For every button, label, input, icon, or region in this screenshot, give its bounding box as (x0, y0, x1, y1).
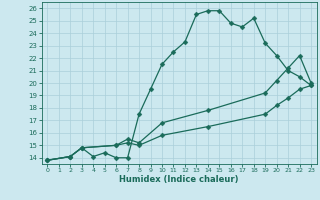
X-axis label: Humidex (Indice chaleur): Humidex (Indice chaleur) (119, 175, 239, 184)
